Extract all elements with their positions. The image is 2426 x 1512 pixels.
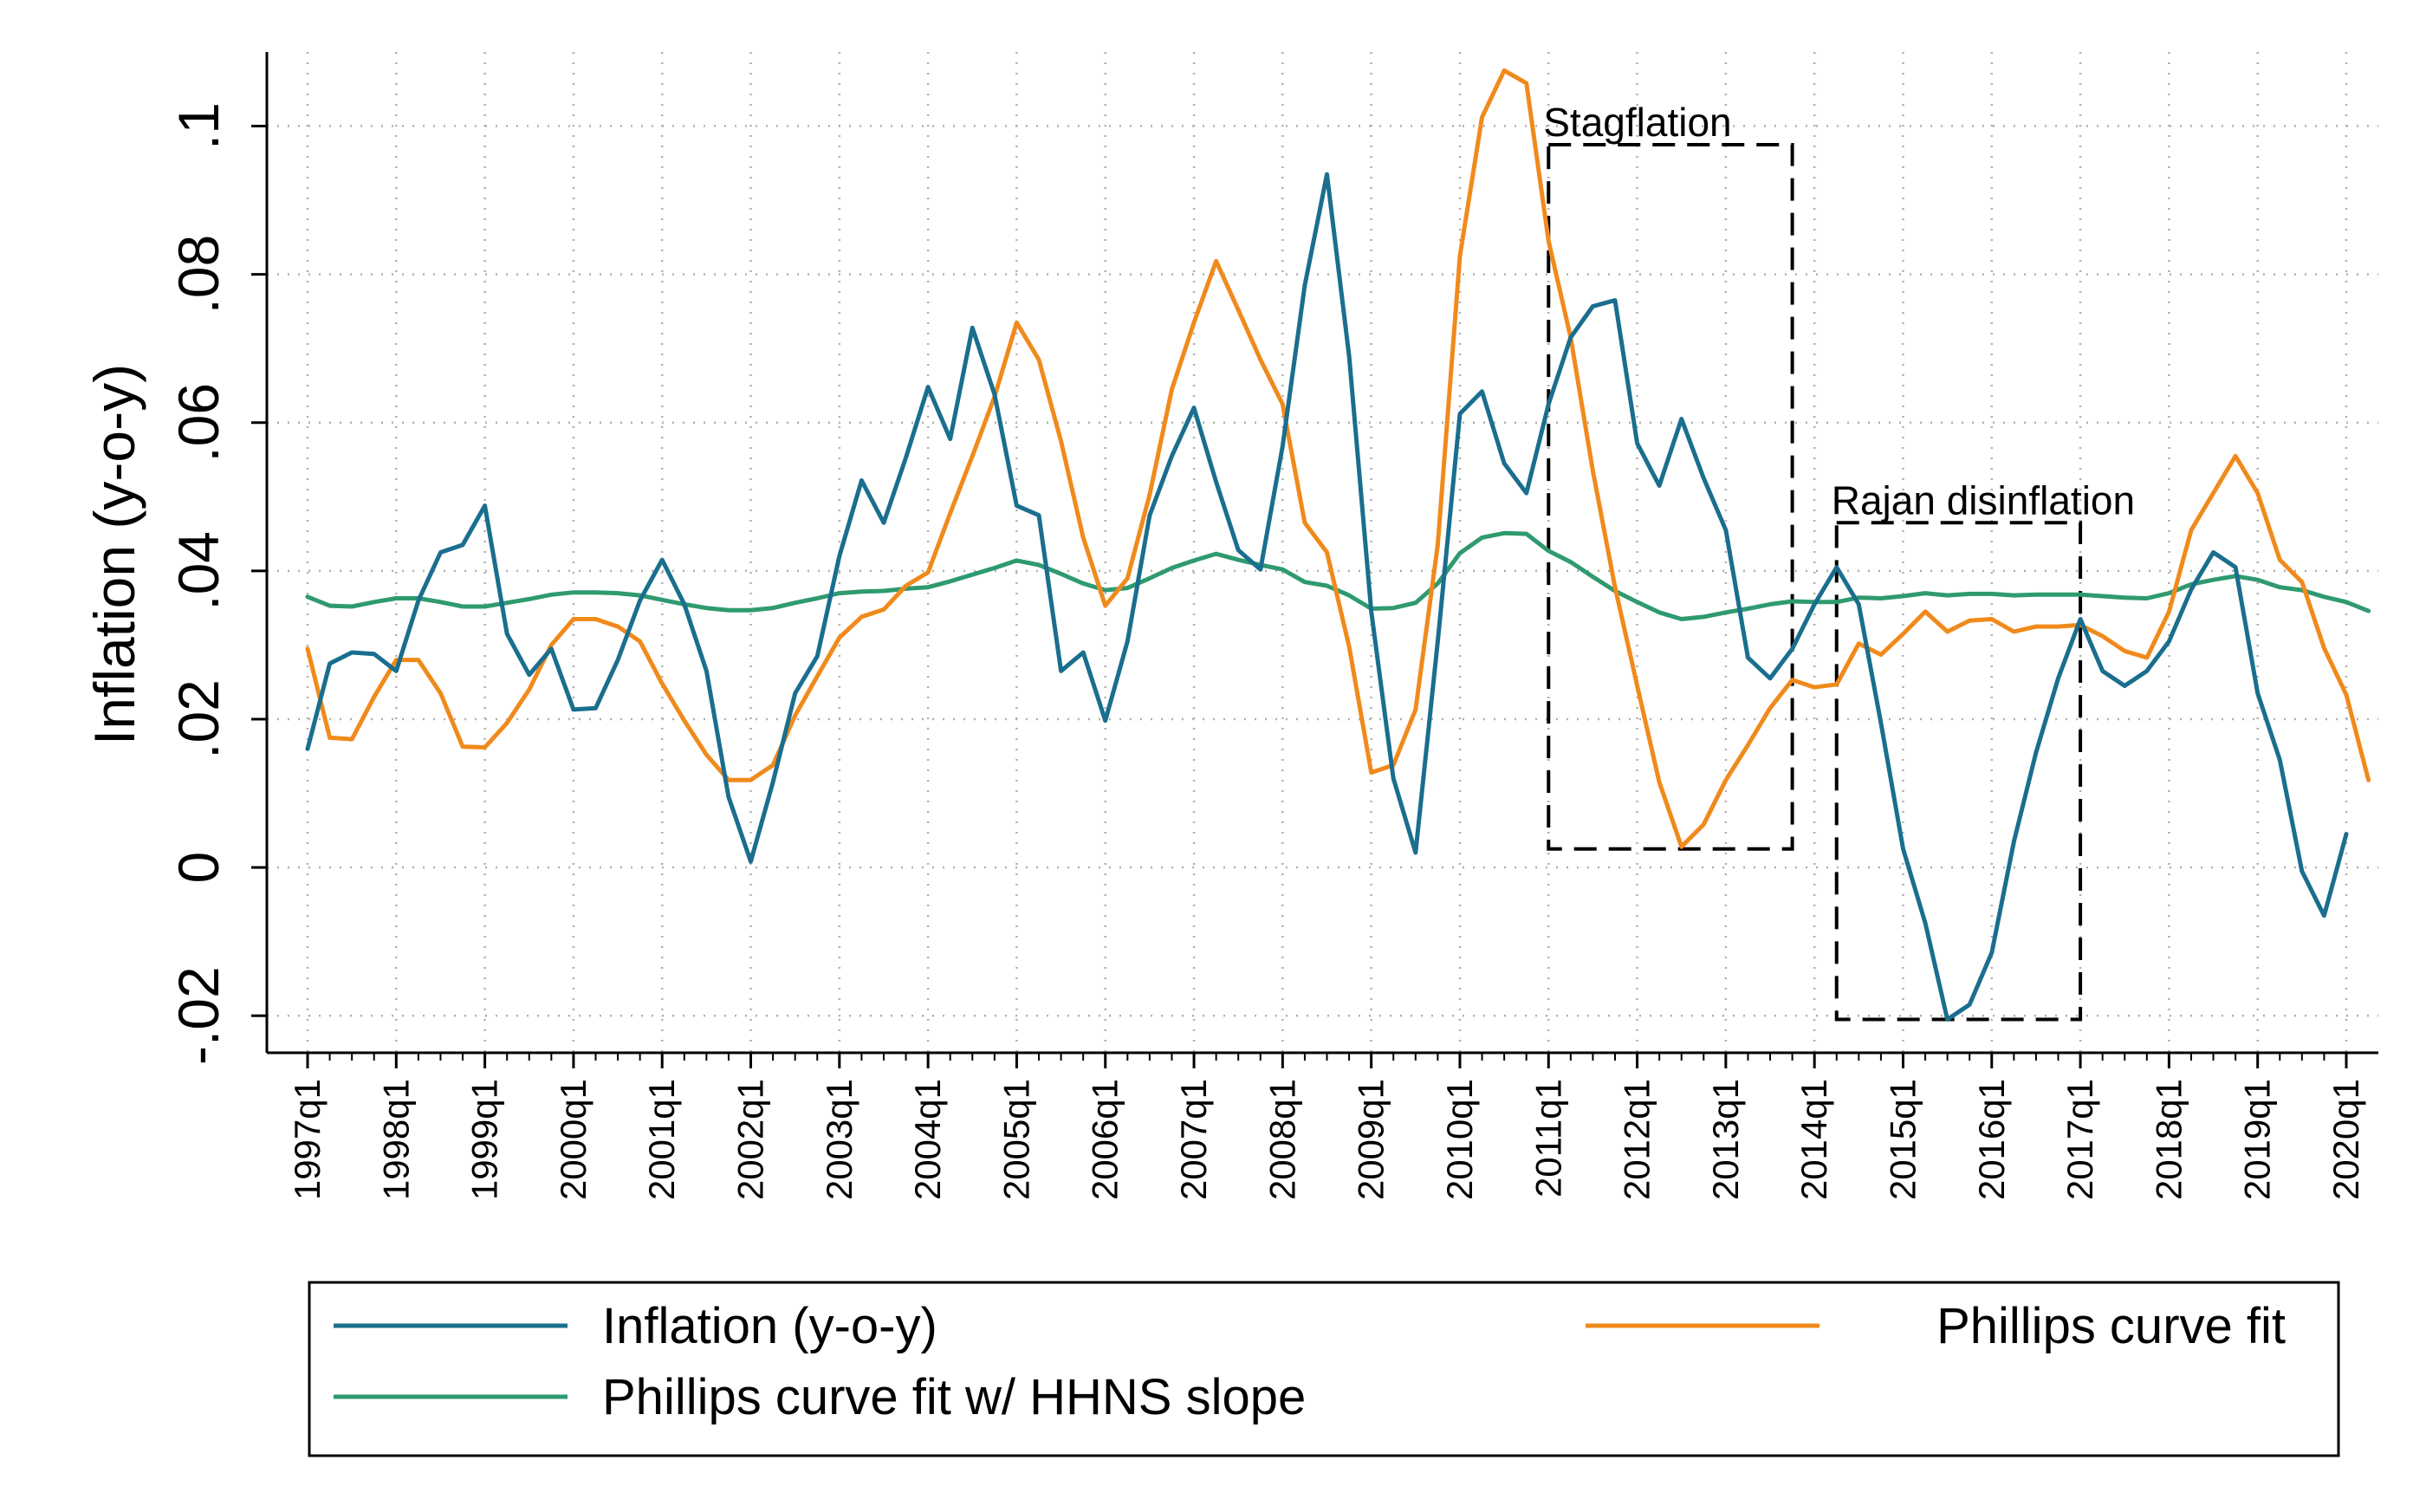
x-tick-label: 2016q1 xyxy=(1971,1079,2012,1200)
x-tick-label: 2009q1 xyxy=(1351,1079,1391,1200)
annotation-box xyxy=(1547,142,1794,851)
x-tick-label: 2001q1 xyxy=(641,1079,682,1200)
legend-label-2: Phillips curve fit w/ HHNS slope xyxy=(602,1369,1306,1425)
x-tick-label: 2010q1 xyxy=(1439,1079,1480,1200)
legend-label-1: Phillips curve fit xyxy=(1936,1298,2286,1354)
y-tick-label: .1 xyxy=(166,102,230,150)
y-tick-label: .08 xyxy=(166,235,230,315)
series-line-1 xyxy=(305,68,2371,849)
x-tick-label: 2004q1 xyxy=(907,1079,948,1200)
x-tick-label: 2007q1 xyxy=(1173,1079,1214,1200)
x-tick-label: 1997q1 xyxy=(287,1079,328,1200)
series-line-0 xyxy=(305,172,2349,1022)
x-tick-label: 1999q1 xyxy=(464,1079,505,1200)
y-axis-label: Inflation (y-o-y) xyxy=(82,364,146,745)
annotation-label: Rajan disinflation xyxy=(1832,477,2135,522)
x-tick-label: 2020q1 xyxy=(2325,1079,2366,1200)
x-tick-label: 2006q1 xyxy=(1085,1079,1125,1200)
legend: Inflation (y-o-y) Phillips curve fit Phill… xyxy=(308,1281,2340,1457)
y-tick-label: 0 xyxy=(166,852,230,884)
x-tick-label: 2018q1 xyxy=(2148,1079,2189,1200)
legend-label-0: Inflation (y-o-y) xyxy=(602,1298,937,1354)
annotation-label: Stagflation xyxy=(1543,100,1731,145)
x-tick-label: 2013q1 xyxy=(1705,1079,1746,1200)
axes: -.02 0 .02 .04 .06 .08 .1 1997q1 1998q1 1999q1 200… xyxy=(166,52,2378,1200)
x-tick-label: 1998q1 xyxy=(375,1079,416,1200)
legend-box xyxy=(308,1281,2340,1457)
x-tick-label: 2000q1 xyxy=(553,1079,594,1200)
y-tick-label: .04 xyxy=(166,531,230,611)
y-tick-label: .06 xyxy=(166,383,230,463)
x-tick-label: 2015q1 xyxy=(1882,1079,1923,1200)
data-series xyxy=(305,68,2371,1022)
x-tick-label: 2005q1 xyxy=(996,1079,1036,1200)
x-tick-label: 2008q1 xyxy=(1262,1079,1302,1200)
x-tick-label: 2012q1 xyxy=(1617,1079,1657,1200)
x-tick-label: 2003q1 xyxy=(819,1079,859,1200)
annotation-box xyxy=(1834,521,2083,1022)
annotation-boxes: Stagflation Rajan disinflation xyxy=(1543,100,2135,1022)
x-tick-label: 2011q1 xyxy=(1528,1079,1568,1197)
y-tick-label: -.02 xyxy=(166,966,230,1065)
x-tick-label: 2019q1 xyxy=(2237,1079,2278,1200)
y-tick-label: .02 xyxy=(166,679,230,759)
x-tick-label: 2014q1 xyxy=(1794,1079,1834,1200)
x-tick-label: 2017q1 xyxy=(2060,1079,2100,1200)
x-tick-label: 2002q1 xyxy=(730,1079,771,1200)
